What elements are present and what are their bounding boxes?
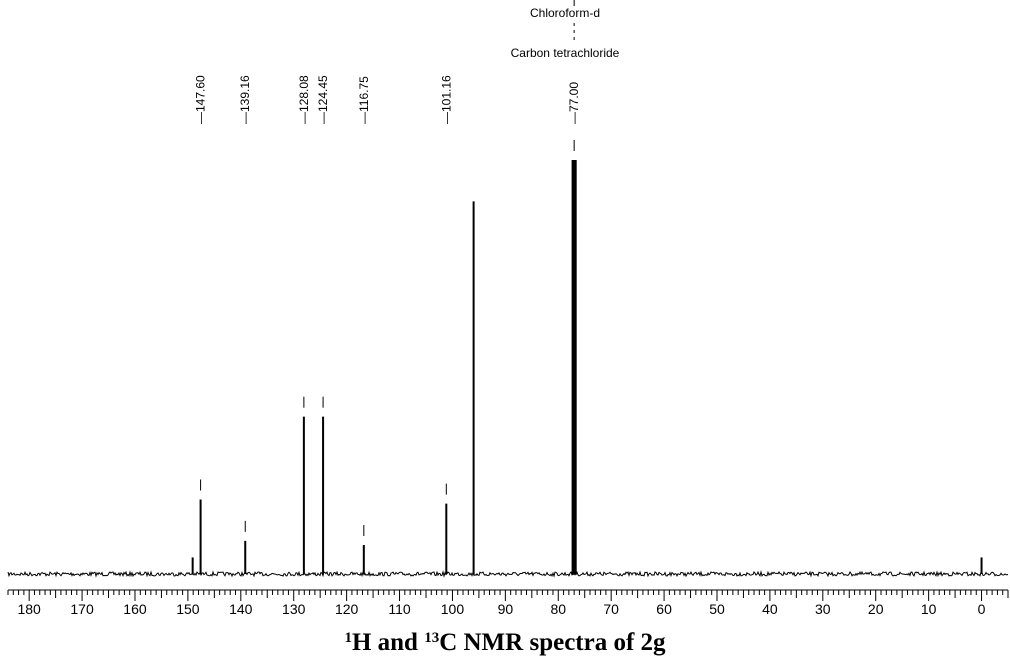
peak-label-group: —147.60 —139.16 —128.08 —124.45 —116.75 —101.… (194, 0, 581, 537)
x-tick-label-130: 130 (282, 601, 306, 617)
peak-label-2: —128.08 (297, 75, 311, 124)
baseline-noise (7, 570, 1009, 578)
peak-label-6: —77.00 (567, 82, 581, 124)
x-tick-label-90: 90 (498, 601, 514, 617)
title-superscript-13: 13 (424, 630, 439, 646)
chart-title: 1H and 13C NMR spectra of 2g (344, 629, 666, 656)
x-tick-label-110: 110 (388, 601, 411, 617)
x-tick-label-40: 40 (762, 601, 778, 617)
peak-label-3: —124.45 (316, 75, 330, 124)
title-part-1: H and (352, 629, 424, 656)
x-tick-label-70: 70 (603, 601, 619, 617)
solvent-label-ccl4: Carbon tetrachloride (511, 46, 620, 60)
title-part-2: C NMR spectra of 2g (439, 629, 666, 656)
x-tick-label-30: 30 (815, 601, 831, 617)
x-tick-label-100: 100 (441, 601, 465, 617)
x-tick-label-50: 50 (709, 601, 725, 617)
x-tick-label-80: 80 (550, 601, 566, 617)
peak-label-0: —147.60 (194, 75, 208, 124)
peak-label-4: —116.75 (357, 76, 371, 124)
x-tick-label-0: 0 (978, 601, 986, 617)
x-tick-label-10: 10 (921, 601, 937, 617)
solvent-label-chloroform: Chloroform-d (530, 6, 600, 20)
x-tick-label-60: 60 (656, 601, 672, 617)
spectrum-trace-group (7, 160, 1009, 578)
x-tick-label-170: 170 (70, 601, 94, 617)
title-superscript-1: 1 (344, 630, 352, 646)
x-tick-label-120: 120 (335, 601, 359, 617)
x-axis: 180 170 160 150 140 130 120 110 100 90 80 70 60 50 40 3… (7, 589, 1009, 617)
x-tick-label-160: 160 (123, 601, 147, 617)
peak-label-5: —101.16 (439, 75, 453, 124)
x-tick-label-20: 20 (868, 601, 884, 617)
peak-label-1: —139.16 (238, 75, 252, 124)
x-tick-label-140: 140 (229, 601, 253, 617)
x-tick-label-180: 180 (17, 601, 41, 617)
x-tick-label-150: 150 (176, 601, 200, 617)
solvent-label-group: Chloroform-d Carbon tetrachloride (511, 6, 620, 60)
